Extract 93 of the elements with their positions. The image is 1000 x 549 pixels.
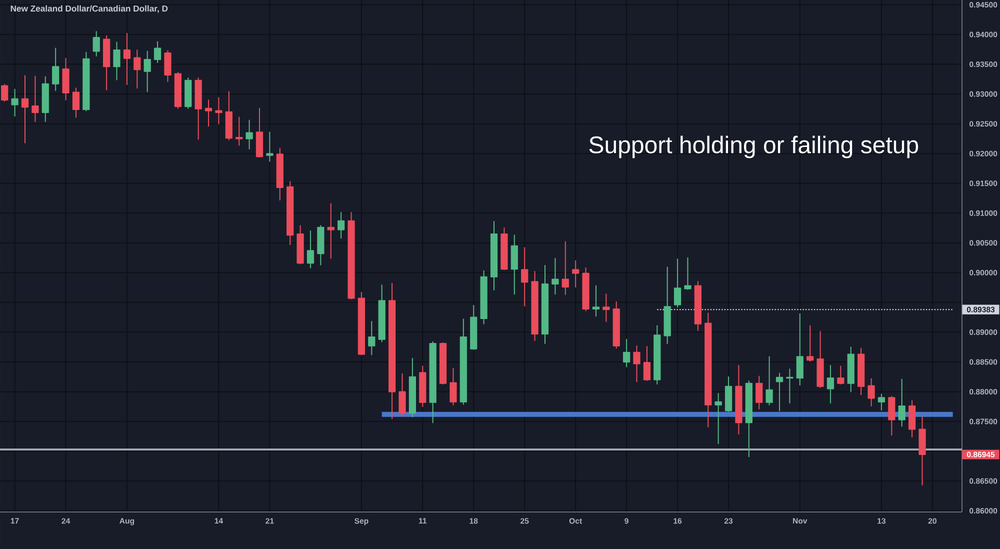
candlestick <box>633 345 640 382</box>
candlestick <box>674 258 682 308</box>
candlestick <box>480 270 488 324</box>
candlestick <box>408 358 416 418</box>
candlestick <box>164 50 172 82</box>
candlestick <box>450 368 457 406</box>
candlestick <box>868 378 875 407</box>
candlestick <box>735 365 742 434</box>
candlestick <box>908 400 916 438</box>
candlestick <box>388 282 396 420</box>
candlestick <box>32 76 39 122</box>
candlestick <box>654 325 661 384</box>
candlestick <box>134 50 141 89</box>
candlestick <box>82 52 90 112</box>
candlestick <box>878 394 886 411</box>
candlestick <box>531 270 538 342</box>
candlestick <box>664 266 671 344</box>
candlestick <box>684 257 692 290</box>
candlestick <box>42 76 49 122</box>
candlestick <box>256 108 264 158</box>
candlestick <box>582 267 590 312</box>
candlestick <box>154 41 162 64</box>
candlestick <box>92 31 100 56</box>
candlestick <box>602 294 610 322</box>
candlestick <box>470 304 478 350</box>
candlestick <box>552 258 559 295</box>
candlestick <box>521 247 528 306</box>
candlestick <box>745 380 752 458</box>
candlestick <box>11 88 18 117</box>
candlestick <box>592 285 600 317</box>
candlestick <box>246 120 253 150</box>
candlestick <box>490 220 498 290</box>
candlestick <box>562 241 569 296</box>
candlestick <box>806 325 814 362</box>
candlestick <box>286 181 294 246</box>
candlestick <box>460 318 467 405</box>
candlestick <box>776 372 784 412</box>
candlestick <box>368 320 376 356</box>
candlestick <box>338 212 345 239</box>
candlestick <box>123 32 131 86</box>
candlestick <box>918 416 926 486</box>
candlestick <box>348 212 355 300</box>
candlestick <box>144 50 151 92</box>
candlestick <box>510 234 518 295</box>
candlestick <box>439 342 447 384</box>
candlestick <box>103 35 110 90</box>
candlestick <box>194 77 202 140</box>
candlestick <box>52 48 60 91</box>
candlestick <box>643 346 651 381</box>
candlestick <box>1 84 8 102</box>
candlestick <box>714 393 722 444</box>
candlestick <box>796 313 804 386</box>
candlestick <box>766 356 773 406</box>
candlestick <box>826 365 834 404</box>
candlestick <box>215 97 222 124</box>
candlestick <box>327 203 334 259</box>
candlestick <box>888 396 896 436</box>
candlestick <box>317 225 324 266</box>
candlestick <box>296 225 304 264</box>
candlestick <box>898 378 906 427</box>
candlestick <box>500 228 508 270</box>
candlestick <box>847 346 854 392</box>
candlestick <box>276 148 284 201</box>
candlestick <box>572 260 580 288</box>
candlestick <box>816 331 824 388</box>
candlestick <box>184 77 192 109</box>
text: New Zealand Dollar/Canadian Dollar, D <box>10 5 168 13</box>
candlestick <box>62 58 70 101</box>
candlestick <box>358 292 366 356</box>
candlestick <box>225 91 232 140</box>
candlestick <box>378 284 386 342</box>
candlestick <box>858 348 865 396</box>
candlestick <box>429 341 436 424</box>
candlestick <box>419 366 426 408</box>
candlestick <box>21 75 29 144</box>
candlestick <box>113 42 120 80</box>
candlestick <box>236 116 243 146</box>
candlestick <box>622 338 630 368</box>
candlestick <box>204 100 212 127</box>
candlestick <box>786 368 794 404</box>
candlestick <box>72 88 80 118</box>
candlestick <box>174 72 182 109</box>
candlestick <box>398 373 406 417</box>
annotation: Support holding or failing setup <box>589 136 918 158</box>
candlestick <box>694 281 702 331</box>
candlestick <box>724 376 732 412</box>
candlestick <box>266 132 274 162</box>
candlestick <box>306 230 314 268</box>
candlestick <box>704 312 712 428</box>
candlestick <box>612 301 620 349</box>
candlestick <box>541 265 549 344</box>
candlestick <box>837 366 844 384</box>
candlestick <box>756 376 763 410</box>
